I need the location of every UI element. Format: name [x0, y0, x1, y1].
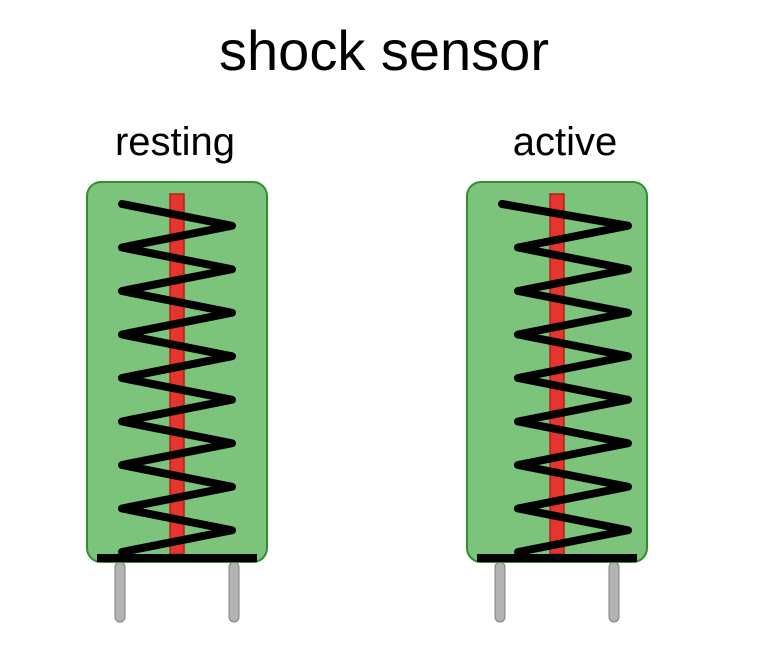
- label-resting: resting: [110, 120, 240, 165]
- sensor-leg: [115, 562, 125, 622]
- sensor-resting: [85, 180, 269, 624]
- sensor-active: [465, 180, 649, 624]
- sensor-base-bar: [477, 554, 637, 562]
- label-active: active: [510, 120, 620, 165]
- sensor-leg: [229, 562, 239, 622]
- sensor-leg: [609, 562, 619, 622]
- sensor-leg: [495, 562, 505, 622]
- diagram-title: shock sensor: [0, 18, 768, 83]
